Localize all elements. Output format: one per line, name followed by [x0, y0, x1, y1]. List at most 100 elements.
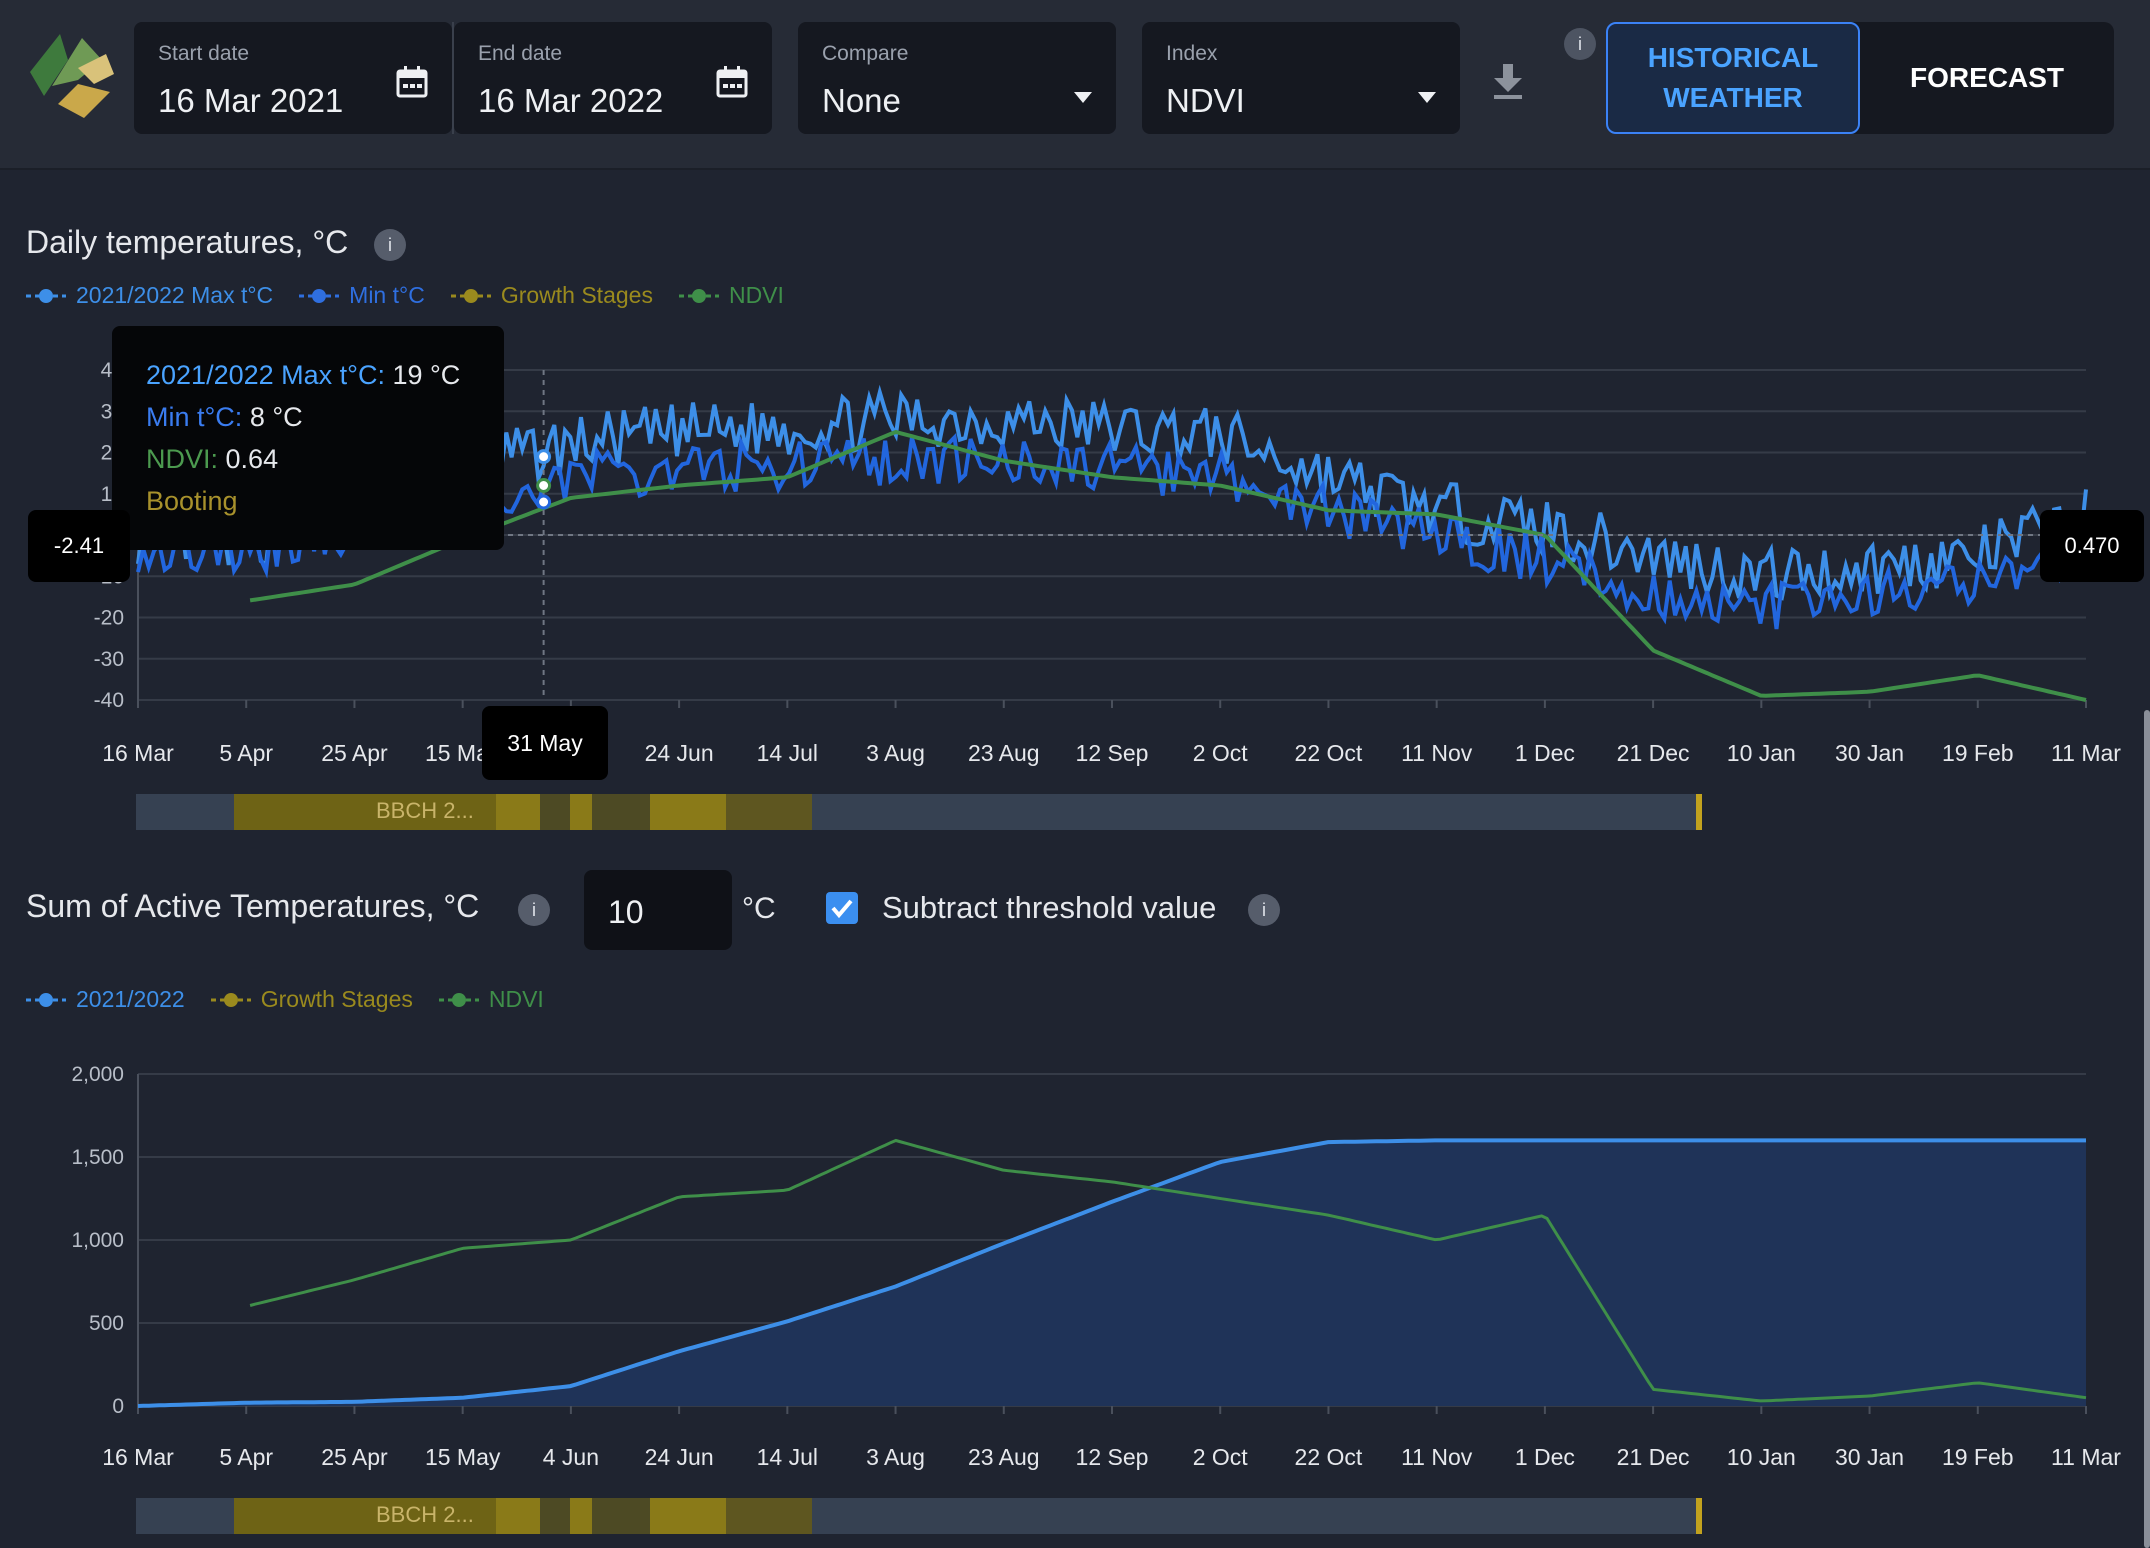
- series-line[interactable]: [137, 1138, 2086, 1408]
- growth-stage-segment[interactable]: [570, 794, 592, 830]
- y-tick-label: -30: [94, 648, 124, 671]
- chevron-down-icon[interactable]: [1418, 92, 1436, 103]
- legend-item[interactable]: Growth Stages: [450, 282, 653, 309]
- growth-stage-segment[interactable]: [234, 1498, 362, 1534]
- tooltip-max-value: 19 °C: [392, 360, 461, 390]
- growth-stage-segment[interactable]: [592, 1498, 650, 1534]
- x-tick-label: 22 Oct: [1294, 740, 1363, 766]
- historical-weather-tab[interactable]: HISTORICAL WEATHER: [1606, 22, 1860, 134]
- x-tick-label: 2 Oct: [1192, 1444, 1248, 1470]
- download-icon[interactable]: [1490, 60, 1526, 100]
- growth-stage-segment[interactable]: [234, 794, 362, 830]
- scrollbar[interactable]: [2144, 710, 2150, 1548]
- subtract-threshold-checkbox[interactable]: [826, 892, 858, 924]
- legend-label: Growth Stages: [500, 282, 653, 308]
- x-tick-label: 23 Aug: [967, 1444, 1040, 1470]
- x-tick-label: 19 Feb: [1941, 740, 2014, 766]
- x-tick-label: 15 May: [424, 1444, 501, 1470]
- x-tick-label: 12 Sep: [1075, 1444, 1149, 1470]
- growth-stage-segment[interactable]: [496, 794, 540, 830]
- growth-stage-segment[interactable]: [570, 1498, 592, 1534]
- legend-marker-icon: [26, 992, 66, 1007]
- x-tick-label: 12 Sep: [1075, 740, 1149, 766]
- x-tick-label: 11 Nov: [1401, 740, 1473, 766]
- legend-marker-icon: [450, 288, 491, 303]
- growth-stage-segment[interactable]: [812, 794, 1696, 830]
- legend-label: Min t°C: [349, 282, 425, 308]
- sat-title: Sum of Active Temperatures, °C: [26, 888, 480, 924]
- x-tick-label: 30 Jan: [1835, 1444, 1905, 1470]
- info-icon[interactable]: i: [518, 894, 550, 926]
- legend-item[interactable]: NDVI: [678, 282, 784, 309]
- index-select[interactable]: Index NDVI: [1142, 22, 1460, 134]
- y-tick-label: -20: [94, 607, 124, 630]
- subtract-threshold-label: Subtract threshold value: [882, 890, 1217, 925]
- crosshair-point: [536, 494, 552, 510]
- compare-select[interactable]: Compare None: [798, 22, 1116, 134]
- legend-item[interactable]: Min t°C: [299, 282, 425, 309]
- growth-stage-segment[interactable]: [136, 1498, 234, 1534]
- chevron-down-icon[interactable]: [1074, 92, 1092, 103]
- tooltip-max-label: 2021/2022 Max t°C:: [146, 360, 385, 390]
- start-date-field[interactable]: Start date 16 Mar 2021: [134, 22, 452, 134]
- sat-chart[interactable]: 2,000 1,500 1,000 500 0: [0, 1050, 2150, 1420]
- growth-stage-segment[interactable]: [812, 1498, 1696, 1534]
- growth-stage-segment[interactable]: [726, 794, 812, 830]
- info-icon[interactable]: i: [1248, 894, 1280, 926]
- growth-stage-segment[interactable]: [362, 1498, 496, 1534]
- growth-stage-segment[interactable]: [496, 1498, 540, 1534]
- end-date-field[interactable]: End date 16 Mar 2022: [454, 22, 772, 134]
- x-tick-label: 21 Dec: [1616, 740, 1690, 766]
- historical-label-line2: WEATHER: [1663, 82, 1803, 113]
- threshold-input[interactable]: 10: [584, 870, 732, 950]
- info-icon[interactable]: i: [374, 229, 406, 261]
- legend-item[interactable]: 2021/2022 Max t°C: [26, 282, 273, 309]
- growth-stage-segment[interactable]: [592, 794, 650, 830]
- calendar-icon[interactable]: [714, 64, 750, 100]
- growth-stage-segment[interactable]: [540, 794, 570, 830]
- end-date-value[interactable]: 16 Mar 2022: [478, 82, 664, 119]
- historical-label-line1: HISTORICAL: [1647, 42, 1819, 73]
- compare-value[interactable]: None: [822, 82, 901, 119]
- index-value[interactable]: NDVI: [1166, 82, 1245, 119]
- growth-stage-segment[interactable]: [726, 1498, 812, 1534]
- growth-stage-segment[interactable]: [650, 794, 726, 830]
- legend-label: 2021/2022 Max t°C: [76, 282, 274, 308]
- tooltip-min-label: Min t°C:: [146, 402, 243, 432]
- x-tick-label: 1 Dec: [1514, 740, 1575, 766]
- x-tick-label: 23 Aug: [967, 740, 1040, 766]
- x-tick-label: 24 Jun: [644, 1444, 714, 1470]
- y-tick-label: -40: [94, 689, 124, 712]
- chart-tooltip: 2021/2022 Max t°C: 19 °C Min t°C: 8 °C N…: [112, 326, 504, 550]
- growth-stage-segment[interactable]: [540, 1498, 570, 1534]
- growth-stage-segment[interactable]: [362, 794, 496, 830]
- daily-temperatures-title: Daily temperatures, °C: [26, 224, 349, 260]
- legend-item[interactable]: 2021/2022: [26, 986, 185, 1013]
- app-logo-icon[interactable]: [22, 22, 118, 118]
- series-line[interactable]: [249, 429, 2087, 702]
- growth-stage-segment[interactable]: [1696, 1498, 1702, 1534]
- legend-item[interactable]: NDVI: [438, 986, 544, 1013]
- x-tick-label: 1 Dec: [1514, 1444, 1575, 1470]
- y-tick-label: 1,500: [71, 1146, 124, 1169]
- x-tick-label: 4 Jun: [542, 1444, 599, 1470]
- start-date-value[interactable]: 16 Mar 2021: [158, 82, 344, 119]
- y-tick-label: 1,000: [71, 1229, 124, 1252]
- legend-marker-icon: [299, 288, 340, 303]
- legend-marker-icon: [438, 992, 479, 1007]
- x-tick-label: 16 Mar: [102, 1444, 174, 1470]
- info-icon[interactable]: i: [1564, 28, 1596, 60]
- tooltip-min-value: 8 °C: [249, 402, 303, 432]
- x-tick-label: 10 Jan: [1726, 740, 1796, 766]
- x-tick-label: 3 Aug: [866, 1444, 925, 1470]
- series-line[interactable]: [249, 1138, 2087, 1403]
- y-tick-label: 500: [89, 1312, 124, 1335]
- legend-item[interactable]: Growth Stages: [210, 986, 413, 1013]
- growth-stage-segment[interactable]: [650, 1498, 726, 1534]
- calendar-icon[interactable]: [394, 64, 430, 100]
- growth-stage-segment[interactable]: [136, 794, 234, 830]
- end-date-label: End date: [478, 42, 563, 65]
- threshold-unit: °C: [742, 892, 776, 925]
- growth-stage-segment[interactable]: [1696, 794, 1702, 830]
- forecast-tab[interactable]: FORECAST: [1910, 62, 2064, 93]
